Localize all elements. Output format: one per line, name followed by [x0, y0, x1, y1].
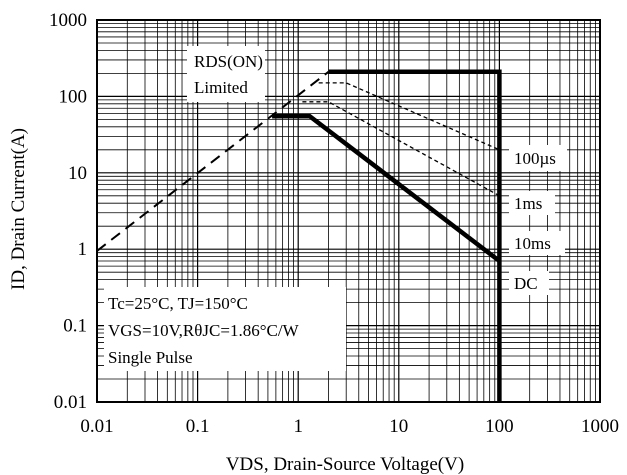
rds-on-text: RDS(ON)	[194, 52, 263, 71]
plot-lines	[96, 69, 502, 402]
label-dc: DC	[514, 274, 538, 293]
x-tick-label: 1000	[581, 416, 619, 437]
y-tick-label: 100	[59, 86, 88, 107]
label-100us: 100µs	[514, 149, 556, 168]
label-1ms: 1ms	[514, 194, 542, 213]
rds-on-label: RDS(ON) Limited	[187, 46, 265, 102]
x-axis-label: VDS, Drain-Source Voltage(V)	[226, 454, 464, 475]
series-line-rds-on-limited	[96, 71, 330, 252]
label-10ms: 10ms	[514, 234, 551, 253]
series-line-envelope	[328, 69, 502, 402]
cond-pulse: Single Pulse	[108, 348, 193, 367]
x-tick-label: 0.1	[186, 416, 210, 437]
plot-area-frame	[96, 19, 601, 403]
series-line-10ms	[302, 101, 500, 197]
x-tick-label: 1	[293, 416, 303, 437]
y-tick-label: 0.01	[54, 392, 87, 413]
conditions-box: Tc=25°C, TJ=150°C VGS=10V,RθJC=1.86°C/W …	[104, 287, 346, 371]
y-tick-label: 1	[78, 239, 88, 260]
tick-labels: 0.01 0.1 1 10 100 1000 0.01 0.1 1 10 100 1000	[49, 10, 619, 437]
x-tick-label: 0.01	[80, 416, 113, 437]
cond-temperature: Tc=25°C, TJ=150°C	[108, 294, 248, 313]
series-line-1ms	[318, 82, 500, 151]
rds-limited-text: Limited	[194, 78, 248, 97]
y-tick-label: 0.1	[63, 316, 87, 337]
y-tick-label: 1000	[49, 10, 87, 31]
y-tick-label: 10	[68, 163, 87, 184]
series-line-dc	[272, 113, 501, 263]
x-tick-label: 10	[389, 416, 408, 437]
pulse-labels: 100µs 1ms 10ms DC	[509, 145, 567, 295]
y-axis-label: ID, Drain Current(A)	[8, 128, 29, 290]
x-tick-label: 100	[485, 416, 514, 437]
cond-bias: VGS=10V,RθJC=1.86°C/W	[108, 321, 300, 340]
